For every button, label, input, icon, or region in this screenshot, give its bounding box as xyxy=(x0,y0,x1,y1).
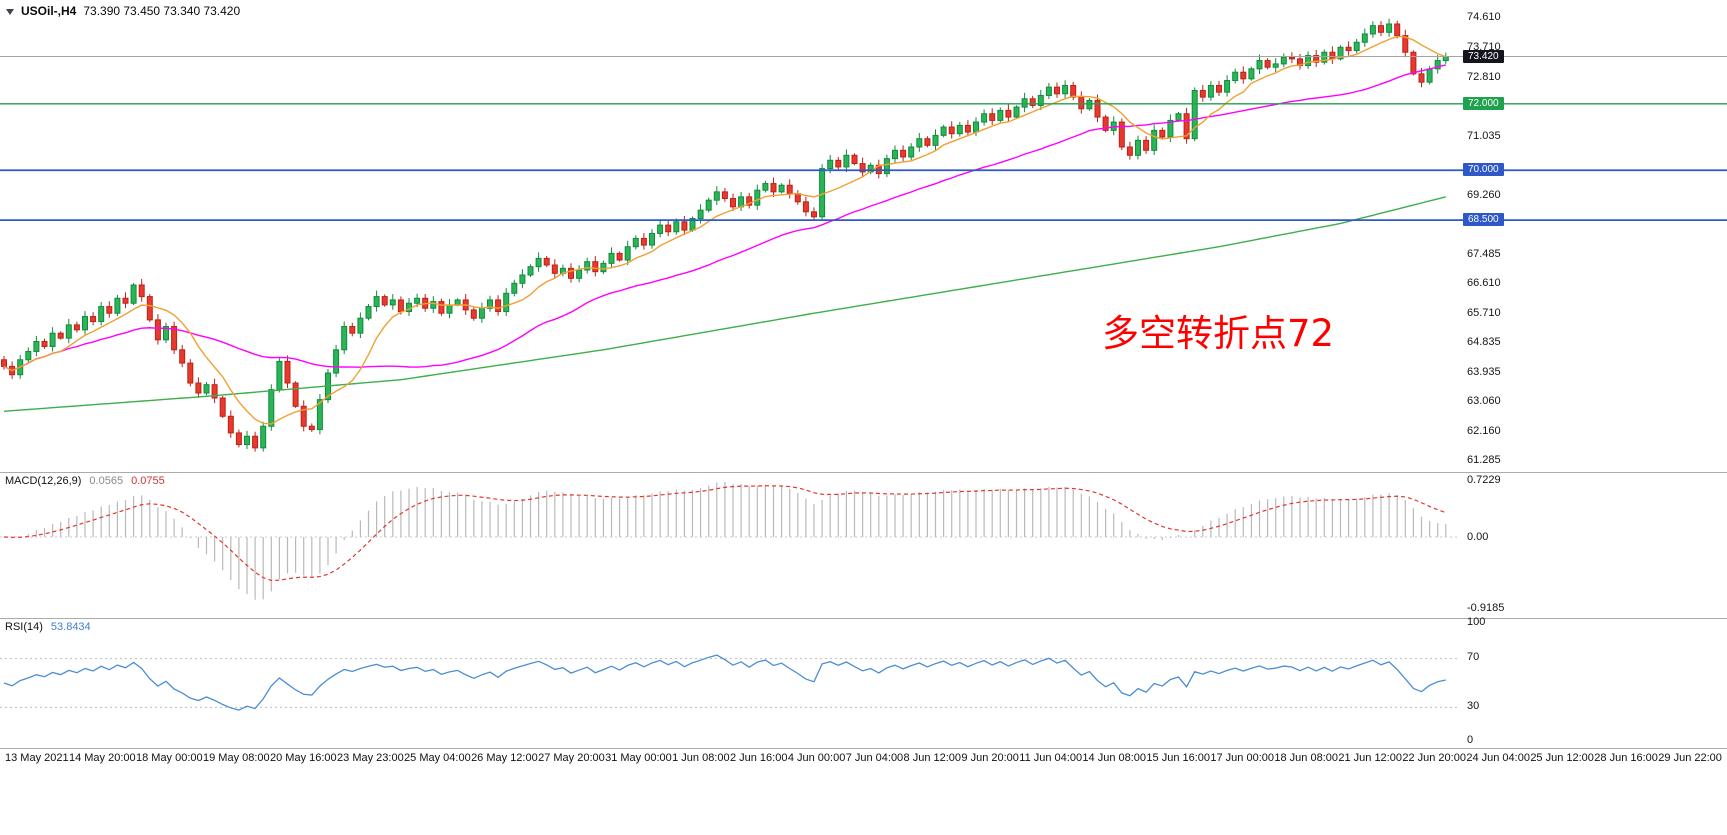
ohlc-values: 73.390 73.450 73.340 73.420 xyxy=(83,4,241,18)
price-badge: 68.500 xyxy=(1463,213,1504,227)
price-axis-label: 61.285 xyxy=(1467,454,1501,466)
price-axis-label: 74.610 xyxy=(1467,11,1501,23)
macd-name: MACD(12,26,9) xyxy=(5,475,82,487)
pane-divider-macd-rsi[interactable] xyxy=(0,618,1727,619)
time-axis-label: 20 May 16:00 xyxy=(270,752,337,764)
rsi-name: RSI(14) xyxy=(5,621,43,633)
rsi-axis-30: 30 xyxy=(1467,700,1480,712)
time-axis[interactable]: 13 May 2021 14 May 20:00 18 May 00:00 19 Ma… xyxy=(0,752,1727,764)
pane-divider-main-macd[interactable] xyxy=(0,472,1727,473)
price-axis-label: 63.935 xyxy=(1467,365,1501,378)
time-axis-label: 1 Jun 08:00 xyxy=(672,752,730,764)
annotation-text: 多空转折点72 xyxy=(1102,312,1335,355)
macd-axis-zero: 0.00 xyxy=(1467,531,1489,543)
time-axis-label: 7 Jun 04:00 xyxy=(845,752,904,764)
price-axis-label: 66.610 xyxy=(1467,276,1501,289)
price-axis-label: 62.160 xyxy=(1467,424,1501,437)
rsi-indicator-label: RSI(14) 53.8434 xyxy=(5,621,91,633)
time-axis-label: 23 May 23:00 xyxy=(337,752,404,764)
time-axis-label: 29 Jun 22:00 xyxy=(1658,752,1722,764)
rsi-axis-0: 0 xyxy=(1467,734,1474,746)
price-axis-label: 67.485 xyxy=(1467,247,1501,260)
macd-value-signal: 0.0755 xyxy=(131,475,165,487)
time-axis-label: 14 Jun 08:00 xyxy=(1082,752,1147,764)
price-axis-label: 69.260 xyxy=(1467,188,1501,201)
time-axis-label: 25 Jun 12:00 xyxy=(1530,752,1594,764)
time-axis-label: 24 Jun 04:00 xyxy=(1466,752,1530,764)
time-axis-label: 8 Jun 12:00 xyxy=(903,752,962,764)
price-badge: 73.420 xyxy=(1463,49,1504,63)
rsi-axis-70: 70 xyxy=(1467,651,1480,663)
time-axis-label: 9 Jun 20:00 xyxy=(961,752,1019,764)
pane-divider-rsi-time xyxy=(0,748,1727,749)
price-axis-label: 63.060 xyxy=(1467,394,1501,407)
time-axis-label: 26 May 12:00 xyxy=(471,752,538,764)
price-badge: 72.000 xyxy=(1463,96,1504,110)
time-axis-label: 4 Jun 00:00 xyxy=(787,752,846,764)
price-axis-label: 71.035 xyxy=(1467,129,1501,142)
price-axis-label: 72.810 xyxy=(1467,70,1501,83)
symbol-timeframe-label: USOil-,H4 xyxy=(21,4,77,18)
time-axis-label: 2 Jun 16:00 xyxy=(729,752,788,764)
time-axis-label: 15 Jun 16:00 xyxy=(1146,752,1211,764)
chart-menu-icon[interactable] xyxy=(6,8,14,15)
time-axis-label: 28 Jun 16:00 xyxy=(1594,752,1658,764)
time-axis-label: 17 Jun 00:00 xyxy=(1210,752,1275,764)
price-badge: 70.000 xyxy=(1463,163,1504,177)
time-axis-label: 19 May 08:00 xyxy=(203,752,270,764)
macd-axis-max: 0.7229 xyxy=(1467,474,1501,486)
time-axis-label: 18 May 00:00 xyxy=(135,752,203,764)
time-axis-label: 22 Jun 20:00 xyxy=(1402,752,1466,764)
time-axis-label: 31 May 00:00 xyxy=(605,752,672,764)
price-axis-label: 65.710 xyxy=(1467,306,1501,319)
rsi-value: 53.8434 xyxy=(50,621,91,633)
price-axis-label: 64.835 xyxy=(1467,335,1501,348)
time-axis-label: 27 May 20:00 xyxy=(538,752,605,764)
time-axis-label: 14 May 20:00 xyxy=(68,752,136,764)
time-axis-label: 11 Jun 04:00 xyxy=(1019,752,1083,764)
time-axis-label: 21 Jun 12:00 xyxy=(1338,752,1402,764)
macd-axis-min: -0.9185 xyxy=(1467,602,1505,614)
chart-title: USOil-,H4 73.390 73.450 73.340 73.420 xyxy=(6,4,240,18)
macd-indicator-label: MACD(12,26,9) 0.0565 0.0755 xyxy=(5,475,165,487)
time-axis-label: 13 May 2021 xyxy=(5,752,69,764)
rsi-axis-100: 100 xyxy=(1467,616,1486,628)
macd-value-main: 0.0565 xyxy=(89,475,124,487)
time-axis-label: 25 May 04:00 xyxy=(404,752,471,764)
time-axis-label: 18 Jun 08:00 xyxy=(1274,752,1338,764)
